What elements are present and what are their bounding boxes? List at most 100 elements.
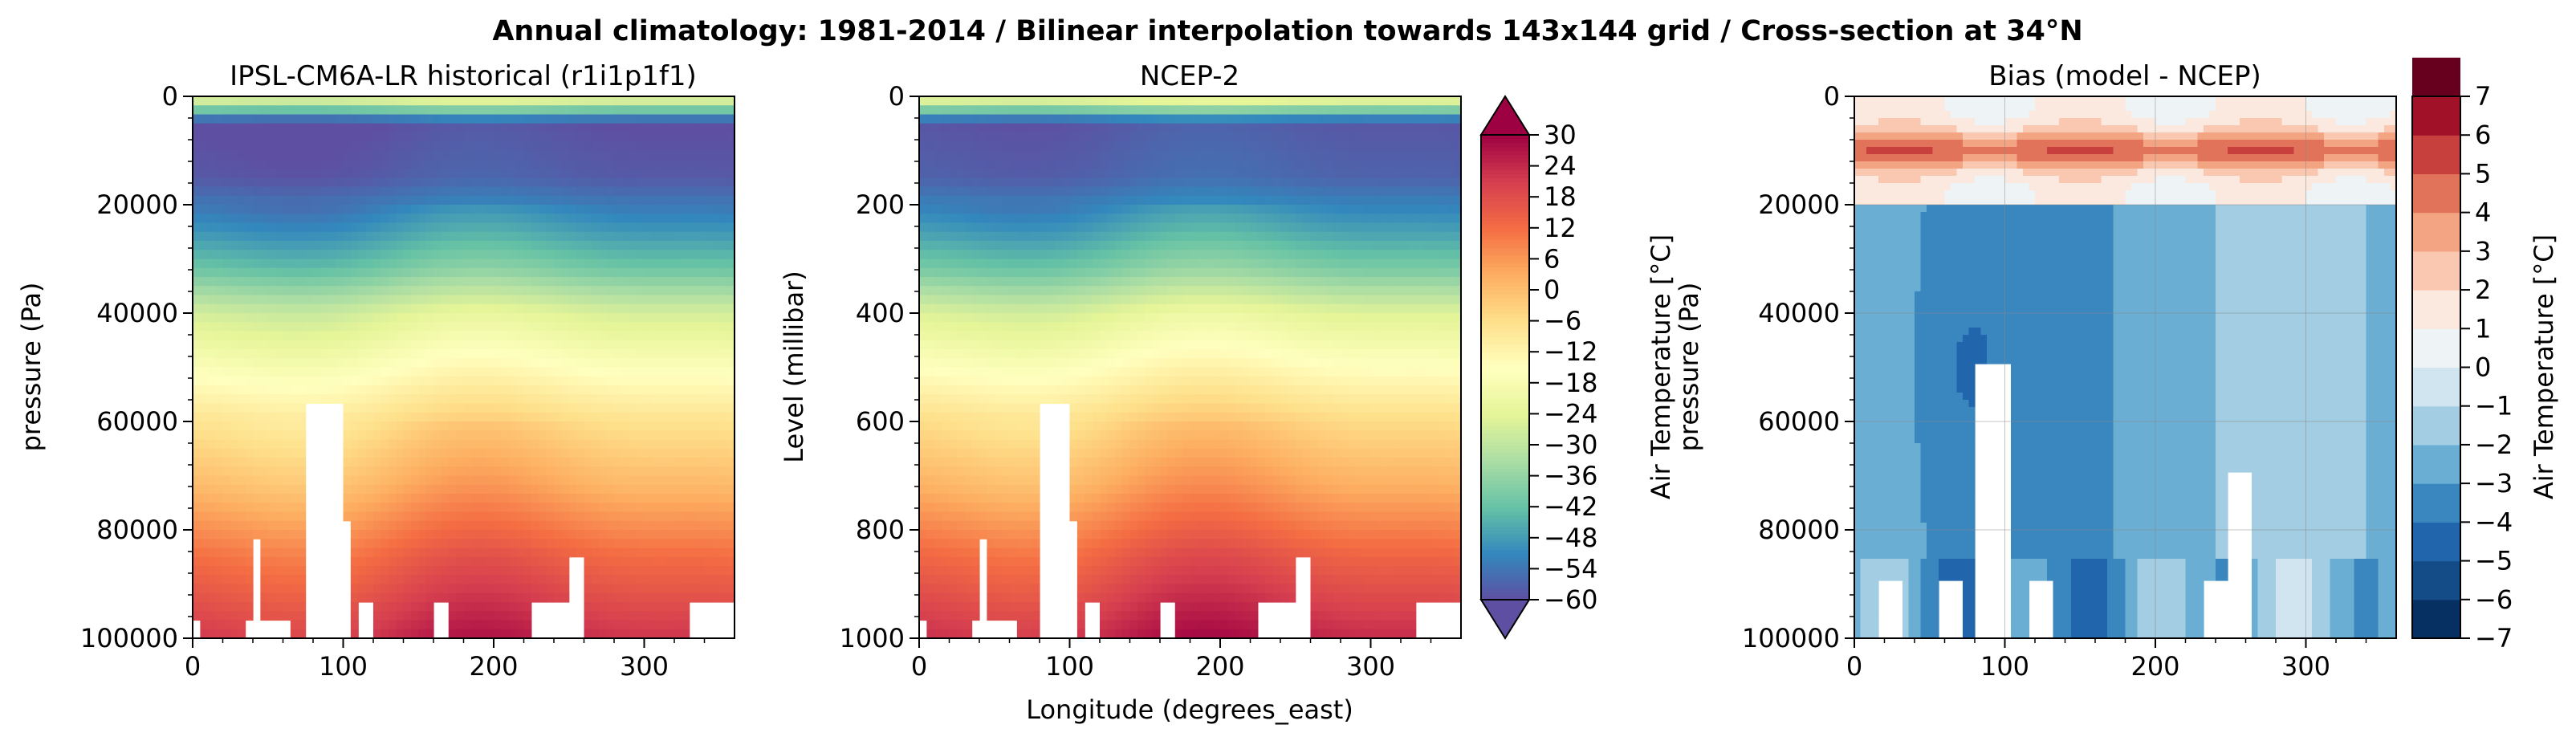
heatmap-cell [994, 186, 1003, 197]
heatmap-cell [275, 548, 284, 558]
heatmap-cell [238, 96, 246, 106]
heatmap-cell [456, 475, 465, 486]
heatmap-cell [1280, 150, 1288, 161]
heatmap-cell [470, 575, 479, 585]
heatmap-cell [1016, 159, 1025, 169]
heatmap-cell [606, 458, 615, 467]
heatmap-cell [637, 214, 645, 224]
heatmap-cell [523, 322, 532, 332]
heatmap-cell [508, 376, 517, 386]
heatmap-cell [682, 132, 690, 142]
heatmap-cell [644, 611, 653, 621]
heatmap-cell [1280, 123, 1288, 133]
heatmap-cell [606, 620, 615, 630]
heatmap-cell [350, 421, 359, 431]
heatmap-cell [245, 458, 254, 467]
heatmap-cell [1235, 159, 1243, 169]
heatmap-cell [644, 195, 653, 206]
heatmap-cell [561, 322, 570, 332]
heatmap-cell [207, 322, 216, 332]
heatmap-cell [979, 195, 987, 206]
heatmap-cell [942, 177, 950, 188]
heatmap-cell [1257, 114, 1266, 124]
heatmap-cell [207, 250, 216, 260]
heatmap-cell [260, 584, 269, 594]
heatmap-cell [719, 96, 728, 106]
heatmap-cell [1408, 169, 1417, 178]
heatmap-cell [396, 466, 405, 477]
heatmap-cell [350, 520, 359, 531]
heatmap-cell [448, 466, 457, 477]
heatmap-cell [1152, 105, 1161, 116]
heatmap-cell [456, 494, 465, 503]
heatmap-cell [1272, 150, 1281, 161]
heatmap-cell [425, 575, 434, 585]
heatmap-cell [1423, 123, 1432, 133]
heatmap-cell [418, 141, 427, 152]
heatmap-cell [919, 141, 927, 152]
heatmap-cell [222, 286, 231, 296]
heatmap-cell [979, 159, 987, 169]
heatmap-cell [253, 286, 261, 296]
y-tick-label: 100000 [80, 623, 178, 653]
heatmap-cell [561, 385, 570, 395]
heatmap-cell [644, 484, 653, 495]
heatmap-cell [448, 602, 457, 612]
heatmap-cell [418, 430, 427, 441]
heatmap-cell [568, 539, 577, 549]
heatmap-cell [1016, 195, 1025, 206]
heatmap-cell [305, 132, 314, 142]
heatmap-cell [358, 484, 367, 495]
heatmap-cell [441, 195, 450, 206]
heatmap-cell [554, 169, 562, 178]
heatmap-cell [380, 602, 389, 612]
heatmap-cell [508, 259, 517, 269]
heatmap-cell [463, 592, 472, 603]
heatmap-cell [486, 259, 494, 269]
heatmap-cell [313, 250, 321, 260]
heatmap-cell [546, 376, 555, 386]
heatmap-cell [215, 439, 224, 450]
heatmap-cell [456, 222, 465, 233]
heatmap-cell [561, 105, 570, 116]
heatmap-cell [478, 96, 487, 106]
heatmap-cell [531, 241, 539, 250]
heatmap-cell [719, 511, 728, 522]
heatmap-cell [1401, 96, 1409, 106]
heatmap-cell [275, 169, 284, 178]
heatmap-cell [554, 286, 562, 296]
heatmap-cell [1114, 141, 1123, 152]
heatmap-cell [1386, 105, 1394, 116]
heatmap-cell [396, 403, 405, 413]
heatmap-cell [599, 421, 608, 431]
heatmap-cell [501, 566, 510, 576]
heatmap-cell [726, 421, 735, 431]
heatmap-cell [531, 448, 539, 458]
heatmap-cell [697, 132, 706, 142]
heatmap-cell [486, 286, 494, 296]
heatmap-cell [275, 520, 284, 531]
heatmap-cell [260, 205, 269, 214]
heatmap-cell [697, 349, 706, 359]
heatmap-cell [305, 195, 314, 206]
heatmap-cell [410, 611, 419, 621]
heatmap-cell [523, 620, 532, 630]
heatmap-cell [193, 394, 201, 405]
heatmap-cell [599, 367, 608, 377]
heatmap-cell [637, 520, 645, 531]
heatmap-cell [1446, 132, 1455, 142]
heatmap-cell [682, 349, 690, 359]
heatmap-cell [486, 177, 494, 188]
heatmap-cell [200, 132, 209, 142]
heatmap-cell [651, 96, 660, 106]
heatmap-cell [403, 376, 412, 386]
heatmap-cell [516, 592, 525, 603]
heatmap-cell [298, 592, 307, 603]
heatmap-cell [336, 340, 344, 350]
heatmap-cell [396, 303, 405, 314]
heatmap-cell [726, 123, 735, 133]
heatmap-cell [448, 123, 457, 133]
heatmap-cell [697, 313, 706, 323]
heatmap-cell [260, 575, 269, 585]
heatmap-cell [358, 114, 367, 124]
